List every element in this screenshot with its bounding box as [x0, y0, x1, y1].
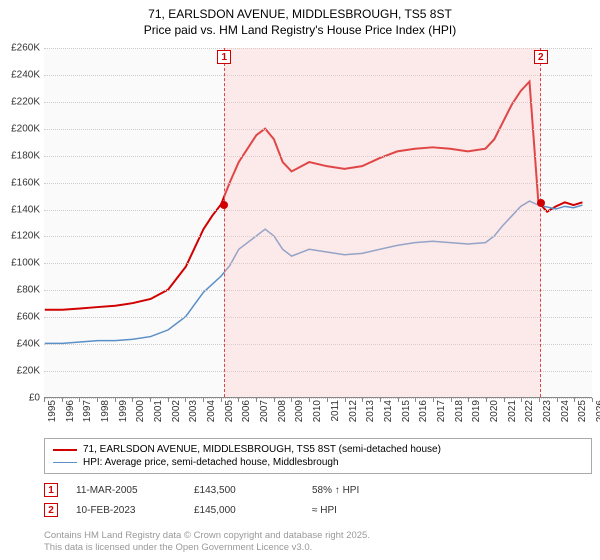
y-tick-label: £140K — [0, 204, 40, 215]
y-tick-label: £260K — [0, 43, 40, 54]
x-tick-label: 2003 — [188, 400, 199, 422]
x-tick-label: 2006 — [241, 400, 252, 422]
x-tick-label: 1996 — [65, 400, 76, 422]
plot-area: 12 — [44, 48, 592, 398]
chart-title: 71, EARLSDON AVENUE, MIDDLESBROUGH, TS5 … — [0, 0, 600, 38]
sales-row: 1 11-MAR-2005 £143,500 58% ↑ HPI — [44, 480, 592, 500]
sale-hpi: ≈ HPI — [312, 505, 412, 516]
y-tick-label: £100K — [0, 258, 40, 269]
x-tick-label: 2005 — [224, 400, 235, 422]
y-tick-label: £40K — [0, 339, 40, 350]
footer-attribution: Contains HM Land Registry data © Crown c… — [44, 530, 592, 555]
sale-marker-dot — [220, 201, 228, 209]
x-tick-label: 2012 — [348, 400, 359, 422]
y-tick-label: £80K — [0, 285, 40, 296]
sale-badge: 1 — [44, 483, 58, 497]
x-tick-label: 2007 — [259, 400, 270, 422]
x-tick-label: 1999 — [118, 400, 129, 422]
x-tick-label: 2023 — [542, 400, 553, 422]
x-tick-label: 2018 — [454, 400, 465, 422]
y-tick-label: £120K — [0, 231, 40, 242]
x-tick-label: 2008 — [277, 400, 288, 422]
legend-item: 71, EARLSDON AVENUE, MIDDLESBROUGH, TS5 … — [53, 443, 583, 456]
y-tick-label: £0 — [0, 393, 40, 404]
footer-line-2: This data is licensed under the Open Gov… — [44, 542, 592, 554]
x-tick-label: 2020 — [489, 400, 500, 422]
x-tick-label: 2004 — [206, 400, 217, 422]
x-tick-label: 2000 — [135, 400, 146, 422]
footer-line-1: Contains HM Land Registry data © Crown c… — [44, 530, 592, 542]
x-tick-label: 1998 — [100, 400, 111, 422]
legend-swatch — [53, 462, 77, 463]
x-tick-label: 2010 — [312, 400, 323, 422]
sale-band — [224, 48, 540, 397]
x-tick-label: 2001 — [153, 400, 164, 422]
x-tick-label: 2013 — [365, 400, 376, 422]
y-tick-label: £20K — [0, 366, 40, 377]
sale-date: 11-MAR-2005 — [76, 485, 176, 496]
chart-container: 71, EARLSDON AVENUE, MIDDLESBROUGH, TS5 … — [0, 0, 600, 560]
sale-badge: 2 — [44, 503, 58, 517]
legend-label: 71, EARLSDON AVENUE, MIDDLESBROUGH, TS5 … — [83, 444, 441, 455]
sale-marker-dot — [537, 199, 545, 207]
sale-price: £145,000 — [194, 505, 294, 516]
y-tick-label: £220K — [0, 96, 40, 107]
legend: 71, EARLSDON AVENUE, MIDDLESBROUGH, TS5 … — [44, 438, 592, 474]
y-tick-label: £160K — [0, 177, 40, 188]
title-line-1: 71, EARLSDON AVENUE, MIDDLESBROUGH, TS5 … — [0, 6, 600, 22]
sale-hpi: 58% ↑ HPI — [312, 485, 412, 496]
sales-row: 2 10-FEB-2023 £145,000 ≈ HPI — [44, 500, 592, 520]
x-tick-label: 2009 — [294, 400, 305, 422]
x-tick-label: 2022 — [524, 400, 535, 422]
sale-marker-badge: 1 — [217, 50, 231, 64]
x-tick-label: 2019 — [471, 400, 482, 422]
x-tick-label: 1997 — [82, 400, 93, 422]
legend-item: HPI: Average price, semi-detached house,… — [53, 456, 583, 469]
x-tick-label: 2011 — [330, 400, 341, 422]
x-tick-label: 2026 — [595, 400, 600, 422]
x-tick-label: 2015 — [401, 400, 412, 422]
sale-marker-badge: 2 — [534, 50, 548, 64]
x-tick-label: 2021 — [507, 400, 518, 422]
x-tick-label: 2024 — [560, 400, 571, 422]
legend-label: HPI: Average price, semi-detached house,… — [83, 457, 339, 468]
legend-swatch — [53, 449, 77, 451]
y-tick-label: £240K — [0, 69, 40, 80]
x-tick-label: 2016 — [418, 400, 429, 422]
x-tick-label: 2014 — [383, 400, 394, 422]
y-tick-label: £200K — [0, 123, 40, 134]
x-tick-label: 2017 — [436, 400, 447, 422]
sale-date: 10-FEB-2023 — [76, 505, 176, 516]
x-tick-label: 1995 — [47, 400, 58, 422]
sale-price: £143,500 — [194, 485, 294, 496]
y-tick-label: £60K — [0, 312, 40, 323]
x-tick-label: 2025 — [577, 400, 588, 422]
title-line-2: Price paid vs. HM Land Registry's House … — [0, 22, 600, 38]
y-tick-label: £180K — [0, 150, 40, 161]
sales-table: 1 11-MAR-2005 £143,500 58% ↑ HPI 2 10-FE… — [44, 480, 592, 520]
x-tick-label: 2002 — [171, 400, 182, 422]
